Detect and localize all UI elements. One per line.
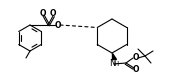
Text: H: H (113, 61, 119, 67)
Text: O: O (55, 21, 61, 29)
Polygon shape (112, 53, 116, 59)
Text: O: O (40, 9, 46, 17)
Text: O: O (133, 66, 139, 74)
Text: N: N (109, 59, 115, 67)
Text: O: O (133, 54, 139, 62)
Text: O: O (50, 9, 56, 17)
